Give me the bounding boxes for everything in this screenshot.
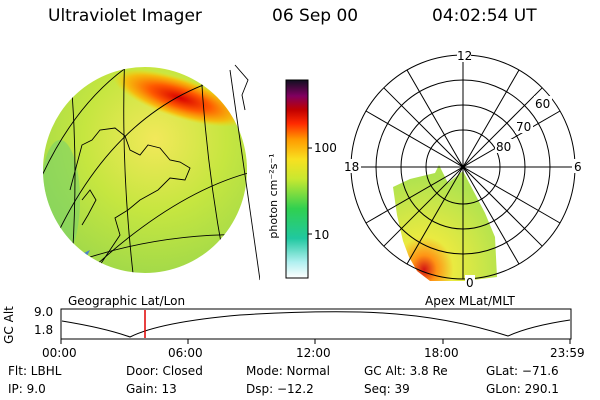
time-tick-1800: 18:00 <box>424 346 459 360</box>
time-tick-0600: 06:00 <box>168 346 203 360</box>
time-tick-0000: 00:00 <box>42 346 77 360</box>
mlt-label-0: 0 <box>466 276 474 290</box>
time-tick-2359: 23:59 <box>550 346 585 360</box>
dsp-info: Dsp: −12.2 <box>246 382 314 396</box>
ip-info: IP: 9.0 <box>8 382 46 396</box>
altitude-tick-1.8: 1.8 <box>34 323 54 337</box>
polar-caption: Apex MLat/MLT <box>425 294 515 308</box>
geographic-caption: Geographic Lat/Lon <box>68 294 186 308</box>
door-info: Door: Closed <box>126 364 203 378</box>
altitude-tick-9: 9.0 <box>34 305 54 319</box>
filter-info: Flt: LBHL <box>8 364 62 378</box>
colorbar-label: photon cm⁻²s⁻¹ <box>267 153 280 238</box>
lat-label-80: 80 <box>496 140 511 154</box>
lat-label-60: 60 <box>535 97 550 111</box>
mlt-label-18: 18 <box>344 160 359 174</box>
time-tick-1200: 12:00 <box>296 346 331 360</box>
mlt-label-12: 12 <box>457 49 472 63</box>
lat-label-70: 70 <box>516 120 531 134</box>
colorbar-tick-10: 10 <box>314 228 330 242</box>
gain-info: Gain: 13 <box>126 382 177 396</box>
instrument-title: Ultraviolet Imager <box>48 6 202 26</box>
glon-info: GLon: 290.1 <box>486 382 559 396</box>
mode-info: Mode: Normal <box>246 364 330 378</box>
geographic-image <box>43 64 260 281</box>
colorbar: photon cm⁻²s⁻¹ <box>267 79 312 279</box>
mlt-label-6: 6 <box>574 160 582 174</box>
altitude-ylabel: GC Alt <box>1 306 16 344</box>
polar-plot: 12 18 6 0 60 70 80 <box>343 48 582 290</box>
seq-info: Seq: 39 <box>364 382 410 396</box>
date-label: 06 Sep 00 <box>272 6 359 26</box>
altitude-plot <box>60 308 572 344</box>
altitude-ylabel-wrap: GC Alt <box>2 304 18 344</box>
glat-info: GLat: −71.6 <box>486 364 559 378</box>
time-label: 04:02:54 UT <box>432 6 537 26</box>
colorbar-tick-100: 100 <box>314 141 337 155</box>
gc-alt-info: GC Alt: 3.8 Re <box>364 364 448 378</box>
